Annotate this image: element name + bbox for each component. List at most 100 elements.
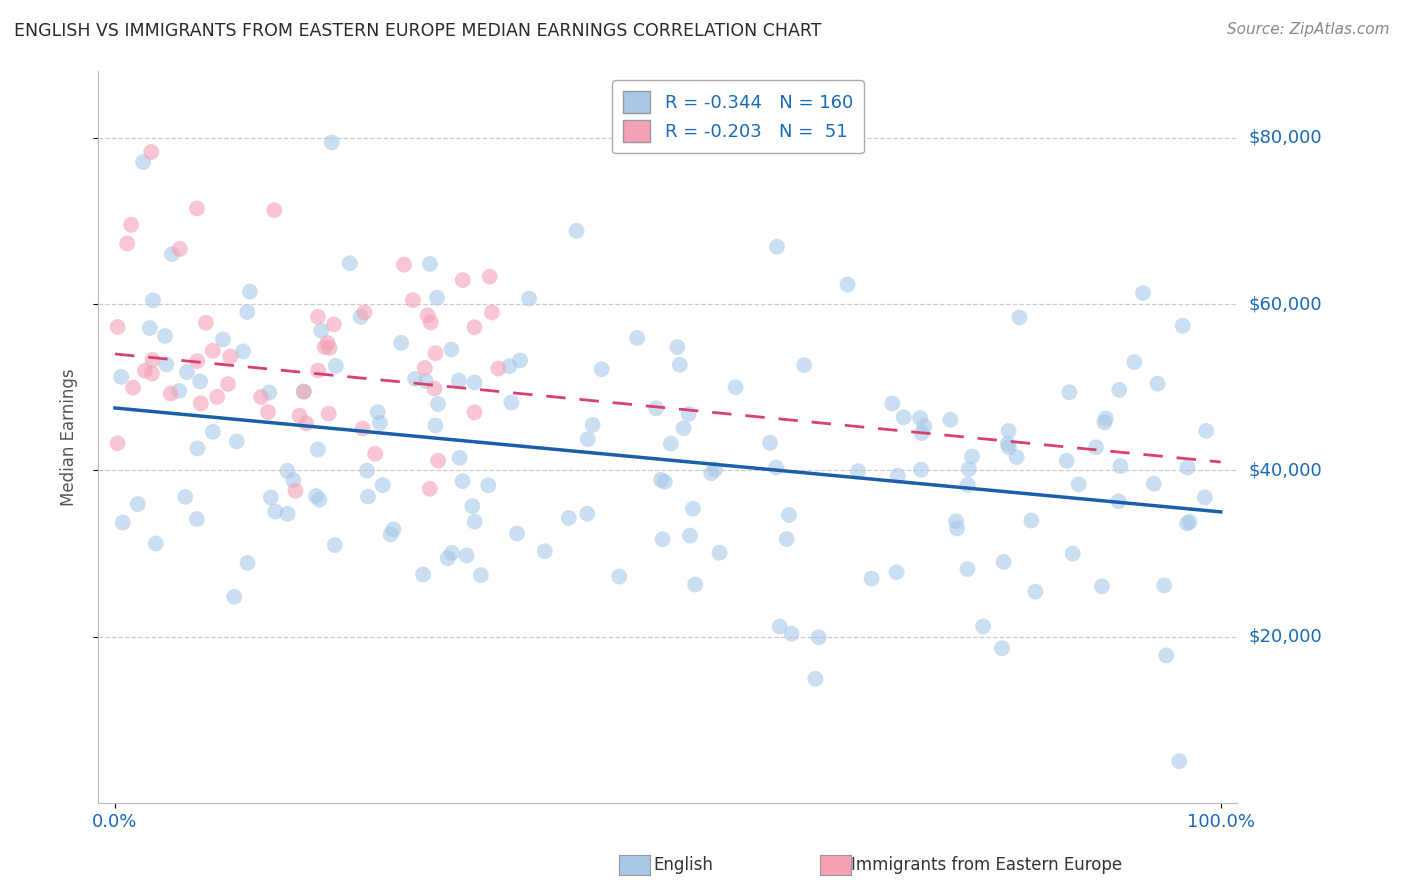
Point <box>413 361 436 376</box>
Point <box>463 405 485 419</box>
Point <box>463 320 485 334</box>
Point <box>356 464 378 478</box>
Point <box>893 410 915 425</box>
Point <box>257 405 280 419</box>
Point <box>461 499 484 513</box>
Point <box>533 544 555 558</box>
Point <box>887 468 910 483</box>
Text: $20,000: $20,000 <box>1249 628 1322 646</box>
Point <box>316 336 339 351</box>
Point <box>666 340 689 354</box>
Point <box>1062 547 1084 561</box>
Point <box>724 380 747 394</box>
Point <box>1194 491 1216 505</box>
Point <box>449 450 471 465</box>
Point <box>991 641 1014 656</box>
Point <box>886 566 908 580</box>
Point <box>292 384 315 399</box>
Point <box>425 346 447 360</box>
Point <box>250 390 273 404</box>
Point <box>1132 286 1154 301</box>
Text: Source: ZipAtlas.com: Source: ZipAtlas.com <box>1226 22 1389 37</box>
Point <box>956 562 979 576</box>
Point <box>321 136 343 150</box>
Point <box>651 533 673 547</box>
Point <box>700 466 723 480</box>
Point <box>292 384 315 399</box>
Point <box>188 375 211 389</box>
Point <box>167 384 190 398</box>
Point <box>322 318 344 332</box>
Point <box>1168 754 1191 768</box>
Point <box>447 374 470 388</box>
Point <box>155 358 177 372</box>
Text: $40,000: $40,000 <box>1249 461 1322 479</box>
Point <box>436 551 458 566</box>
Point <box>808 114 831 128</box>
Point <box>517 292 540 306</box>
Point <box>419 482 441 496</box>
Point <box>682 501 704 516</box>
Point <box>426 291 449 305</box>
Point <box>305 489 328 503</box>
Point <box>389 335 412 350</box>
Point <box>654 475 676 489</box>
Point <box>451 273 474 287</box>
Point <box>679 528 702 542</box>
Point <box>1092 415 1115 429</box>
Point <box>349 310 371 324</box>
Point <box>565 224 588 238</box>
Point <box>793 358 815 372</box>
Point <box>478 269 501 284</box>
Point <box>134 364 156 378</box>
Point <box>122 381 145 395</box>
Point <box>311 324 333 338</box>
Point <box>440 546 463 560</box>
Point <box>127 497 149 511</box>
Point <box>264 504 287 518</box>
Point <box>945 514 967 528</box>
Text: $80,000: $80,000 <box>1249 128 1322 147</box>
Point <box>456 549 478 563</box>
Point <box>380 527 402 541</box>
Point <box>1143 476 1166 491</box>
Point <box>357 490 380 504</box>
Point <box>174 490 197 504</box>
Point <box>558 511 581 525</box>
Point <box>1178 515 1201 529</box>
Point <box>295 416 318 430</box>
Point <box>506 526 529 541</box>
Point <box>1153 578 1175 592</box>
Point <box>402 293 425 307</box>
Point <box>498 359 520 373</box>
Point <box>501 395 523 409</box>
Point <box>912 419 935 434</box>
Point <box>219 350 242 364</box>
Point <box>1123 355 1146 369</box>
Point <box>353 305 375 319</box>
Point <box>509 353 531 368</box>
Point <box>186 442 208 456</box>
Text: ENGLISH VS IMMIGRANTS FROM EASTERN EUROPE MEDIAN EARNINGS CORRELATION CHART: ENGLISH VS IMMIGRANTS FROM EASTERN EUROP… <box>14 22 821 40</box>
Point <box>1056 454 1078 468</box>
Point <box>288 409 311 423</box>
Point <box>415 374 437 388</box>
Text: Immigrants from Eastern Europe: Immigrants from Eastern Europe <box>851 856 1122 874</box>
Point <box>481 305 503 319</box>
Point <box>283 473 305 487</box>
Point <box>139 321 162 335</box>
Point <box>908 411 931 425</box>
Point <box>946 522 969 536</box>
Point <box>678 407 700 421</box>
Point <box>425 418 447 433</box>
Point <box>412 567 434 582</box>
Point <box>1146 376 1168 391</box>
Point <box>659 436 682 450</box>
Point <box>972 619 994 633</box>
Point <box>160 247 183 261</box>
Point <box>367 405 389 419</box>
Point <box>382 522 405 536</box>
Point <box>451 474 474 488</box>
Point <box>709 546 731 560</box>
Point <box>176 365 198 379</box>
